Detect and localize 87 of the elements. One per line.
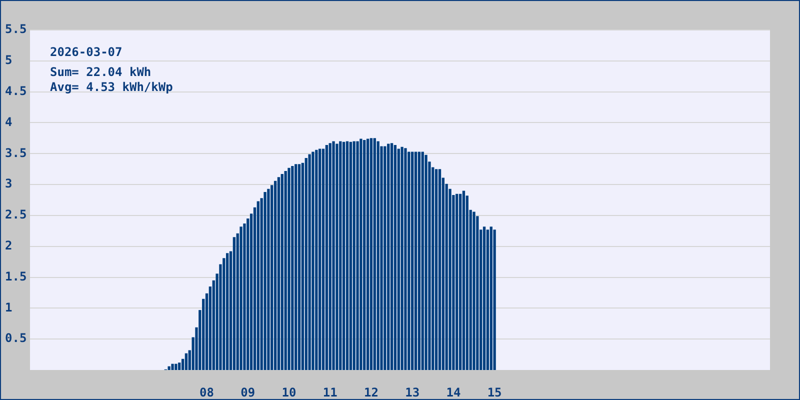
bar <box>315 150 318 370</box>
y-tick-label: 4 <box>5 114 12 129</box>
bar <box>168 366 170 370</box>
bar <box>336 144 338 370</box>
bar <box>366 138 370 370</box>
y-tick-label: 3.5 <box>5 146 27 160</box>
bar <box>411 152 414 370</box>
bar <box>232 237 236 370</box>
y-tick-label: 2 <box>5 238 12 252</box>
annotation: Sum= 22.04 kWh <box>50 65 152 79</box>
bar <box>408 152 410 370</box>
bar <box>325 144 328 370</box>
bar <box>171 364 174 370</box>
bar <box>312 152 314 370</box>
bar <box>256 201 260 370</box>
bar <box>404 148 407 370</box>
bar <box>226 253 229 370</box>
bar <box>370 138 373 370</box>
bar <box>328 143 332 370</box>
bar <box>174 364 178 370</box>
bar <box>267 188 270 370</box>
annotation: Avg= 4.53 kWh/kWp <box>50 80 173 94</box>
text: 2026-03-07 <box>50 45 122 59</box>
bar <box>360 138 362 370</box>
y-tick-label: 5.5 <box>5 22 27 36</box>
bar <box>458 194 462 370</box>
bar <box>493 230 496 370</box>
bar <box>462 190 466 370</box>
bar <box>356 141 359 370</box>
bar <box>288 168 290 370</box>
x-tick-label: 10 <box>282 385 296 400</box>
bar <box>414 152 418 370</box>
bar <box>486 230 490 370</box>
x-tick-label: 08 <box>200 385 214 400</box>
bar <box>274 180 277 370</box>
bar <box>298 164 301 370</box>
bar <box>384 146 386 370</box>
bar <box>346 141 349 370</box>
bar <box>270 185 274 370</box>
bar <box>424 154 428 370</box>
bar <box>184 353 188 370</box>
x-tick-label: 13 <box>405 385 420 400</box>
bar <box>240 226 242 370</box>
bar <box>352 141 356 370</box>
bar <box>294 164 298 370</box>
bar <box>397 148 400 370</box>
y-tick-label: 5 <box>5 53 12 68</box>
bar <box>390 143 394 370</box>
bar <box>308 154 311 370</box>
bar <box>284 170 287 370</box>
y-tick-label: 2.5 <box>5 208 27 222</box>
bar <box>363 140 366 370</box>
bar <box>342 142 346 370</box>
x-tick-label: 09 <box>240 385 256 400</box>
bar <box>418 152 421 370</box>
x-tick-label: 15 <box>487 385 502 400</box>
bar <box>394 144 397 370</box>
y-tick-label: 3 <box>5 176 12 191</box>
bar <box>332 141 335 370</box>
bar <box>400 146 404 370</box>
bar <box>434 169 438 370</box>
bar <box>387 144 390 370</box>
y-tick-label: 1 <box>5 300 12 314</box>
bar <box>456 194 458 370</box>
bar <box>339 141 342 370</box>
y-tick-label: 0.5 <box>5 331 27 346</box>
bar <box>376 141 380 370</box>
bar <box>304 158 308 370</box>
bar <box>421 152 424 370</box>
bar <box>322 148 325 370</box>
bar <box>291 166 294 370</box>
y-tick-label: 1.5 <box>5 269 27 284</box>
bar <box>349 142 352 370</box>
x-tick-label: 11 <box>322 385 338 400</box>
x-tick-label: 12 <box>364 385 378 400</box>
bar <box>438 169 442 370</box>
bar <box>280 174 284 370</box>
bar <box>264 192 266 370</box>
bar <box>482 226 486 370</box>
bar <box>490 226 492 370</box>
bar <box>472 212 476 370</box>
bar <box>277 177 280 370</box>
bar <box>373 138 376 370</box>
bar <box>318 148 322 370</box>
bar <box>178 362 181 370</box>
x-tick-label: 14 <box>446 385 461 400</box>
y-tick-label: 4.5 <box>5 84 27 98</box>
